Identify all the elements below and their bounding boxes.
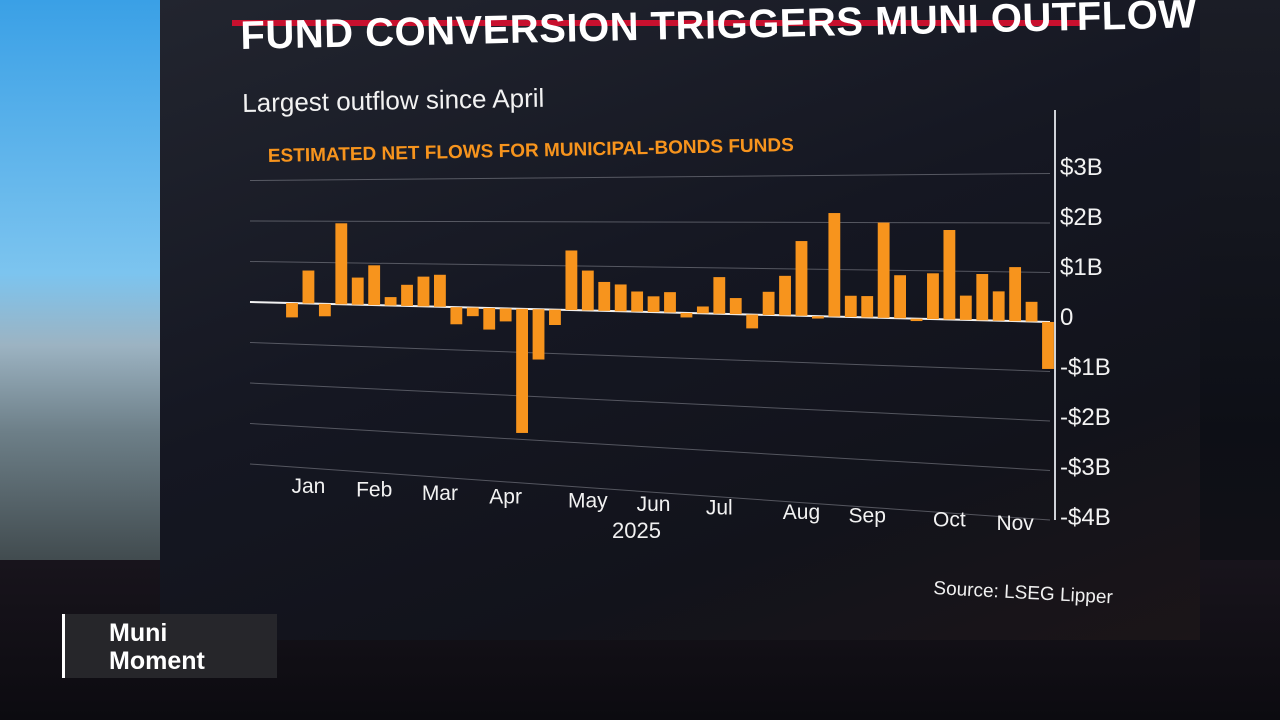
bar — [647, 296, 660, 313]
bar — [729, 298, 742, 315]
x-tick-label: Jan — [292, 475, 326, 498]
title-rule — [232, 20, 1082, 26]
bar — [1009, 267, 1022, 322]
gridline — [249, 342, 1051, 372]
bar — [696, 306, 709, 314]
bar — [532, 309, 545, 360]
bar — [861, 296, 874, 318]
bar — [302, 270, 315, 304]
bar — [384, 297, 397, 306]
y-tick-label: -$4B — [1060, 504, 1111, 531]
bar-series — [286, 213, 1054, 433]
y-tick-label: $1B — [1060, 254, 1103, 281]
y-tick-label: $2B — [1060, 204, 1103, 231]
bar — [318, 303, 331, 317]
y-tick-label: -$3B — [1060, 454, 1111, 481]
bar — [417, 276, 430, 307]
bar — [795, 241, 808, 316]
bar — [746, 314, 759, 329]
x-tick-label: Nov — [996, 512, 1034, 535]
bar — [516, 308, 529, 433]
bar — [1025, 301, 1038, 322]
y-axis-labels: $3B $2B $1B 0 -$1B -$2B -$3B -$4B — [1060, 154, 1111, 531]
y-tick-label: -$1B — [1060, 354, 1111, 381]
gridline — [249, 173, 1051, 181]
bar — [910, 318, 923, 322]
bar — [680, 312, 693, 318]
gridline — [249, 382, 1051, 422]
bar — [581, 270, 594, 311]
bar — [762, 291, 775, 315]
bar — [433, 274, 446, 307]
bar — [631, 291, 644, 312]
gridline — [249, 423, 1051, 471]
x-axis-year-label: 2025 — [612, 518, 661, 543]
bar — [565, 250, 578, 311]
gridline — [249, 220, 1051, 224]
bar — [483, 307, 496, 330]
gridline — [249, 463, 1051, 521]
x-tick-label: Apr — [489, 485, 522, 508]
bar — [943, 230, 956, 320]
y-tick-label: $3B — [1060, 154, 1103, 181]
bar — [828, 213, 841, 317]
x-tick-label: May — [568, 490, 608, 513]
bar — [877, 222, 890, 318]
bar — [976, 274, 989, 321]
gridlines — [249, 173, 1051, 521]
bar — [614, 284, 627, 312]
bar — [549, 309, 561, 325]
bar — [713, 277, 726, 314]
bar — [466, 307, 479, 317]
y-tick-label: -$2B — [1060, 404, 1111, 431]
bar — [664, 292, 676, 313]
y-tick-label: 0 — [1060, 304, 1073, 331]
bar — [844, 295, 857, 318]
x-tick-label: Oct — [933, 509, 966, 532]
segment-label: Muni Moment — [109, 619, 205, 675]
x-tick-label: Aug — [783, 501, 820, 524]
bar — [286, 303, 298, 318]
x-tick-label: Sep — [849, 504, 886, 527]
bar — [992, 291, 1005, 321]
x-tick-label: Mar — [422, 482, 458, 505]
bar — [351, 277, 364, 305]
bar — [401, 284, 413, 306]
bar — [368, 265, 381, 306]
bar — [598, 281, 611, 311]
bar — [779, 275, 791, 316]
x-tick-label: Jul — [706, 497, 733, 520]
segment-label-box: Muni Moment — [62, 614, 277, 678]
bar — [959, 295, 972, 320]
bar — [450, 307, 463, 325]
chart-title: ESTIMATED NET FLOWS FOR MUNICIPAL-BONDS … — [268, 135, 794, 167]
gridline — [249, 261, 1051, 273]
bar — [927, 273, 939, 320]
x-tick-label: Feb — [356, 479, 392, 502]
bar — [1042, 321, 1054, 369]
bar — [811, 316, 824, 319]
bar — [499, 308, 512, 322]
bar — [335, 223, 348, 305]
x-axis-labels: Jan Feb Mar Apr May Jun Jul Aug Sep Oct Nov — [292, 475, 1035, 535]
x-tick-label: Jun — [637, 493, 671, 516]
bar — [894, 275, 907, 319]
